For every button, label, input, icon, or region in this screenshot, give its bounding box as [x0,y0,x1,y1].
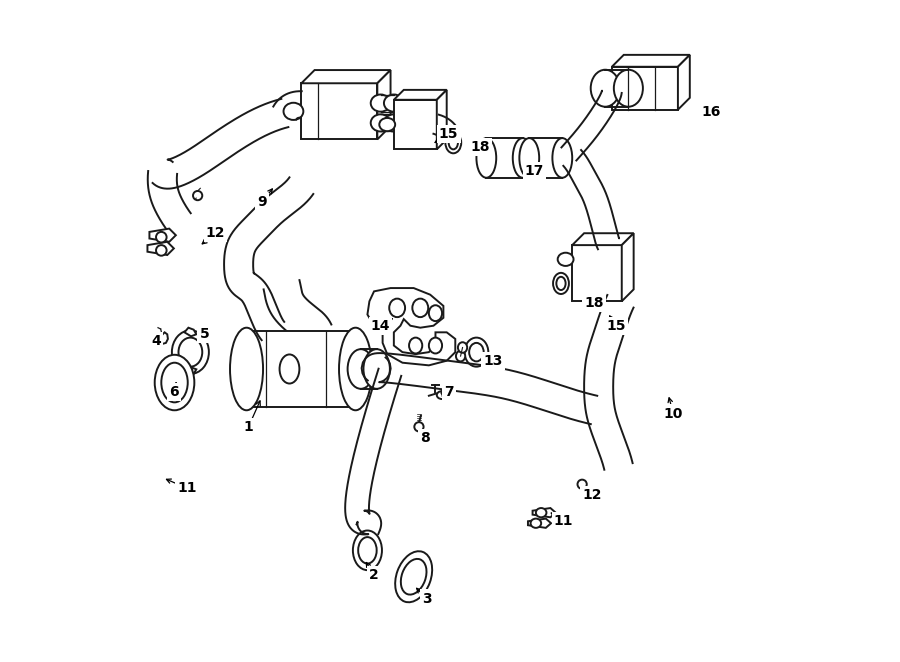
Ellipse shape [347,349,374,389]
Polygon shape [394,100,436,150]
Ellipse shape [513,138,533,177]
Text: 6: 6 [169,385,179,399]
Ellipse shape [553,138,572,177]
Ellipse shape [456,351,465,361]
Ellipse shape [614,70,643,107]
Ellipse shape [476,138,496,177]
Polygon shape [184,328,196,336]
Ellipse shape [364,349,390,389]
Text: 18: 18 [584,297,604,310]
Text: 18: 18 [470,140,490,154]
Ellipse shape [389,299,405,317]
Ellipse shape [590,70,620,107]
Ellipse shape [449,136,458,150]
Text: 9: 9 [256,195,266,209]
Text: 1: 1 [244,420,254,434]
Ellipse shape [280,354,300,383]
Ellipse shape [156,245,166,256]
Polygon shape [247,331,356,407]
Text: 12: 12 [582,488,602,502]
Ellipse shape [284,103,303,120]
Ellipse shape [230,328,263,410]
Text: 3: 3 [422,592,432,606]
Ellipse shape [409,338,422,354]
Ellipse shape [172,330,209,374]
Text: 11: 11 [177,481,197,495]
Ellipse shape [400,559,427,594]
Text: 10: 10 [663,406,683,420]
Polygon shape [302,70,391,83]
Polygon shape [572,245,622,301]
Text: 11: 11 [554,514,573,528]
Text: 5: 5 [200,327,209,342]
Ellipse shape [464,338,489,367]
Polygon shape [612,67,678,110]
Ellipse shape [156,232,166,242]
Ellipse shape [556,277,565,290]
Ellipse shape [178,338,202,367]
Ellipse shape [155,355,194,410]
Text: 2: 2 [369,569,379,583]
Polygon shape [528,518,551,528]
Ellipse shape [446,132,461,154]
Ellipse shape [193,191,202,200]
Ellipse shape [469,343,483,361]
Ellipse shape [339,328,372,410]
Ellipse shape [578,480,587,489]
Ellipse shape [371,95,391,112]
Text: 7: 7 [444,385,454,399]
Polygon shape [184,367,196,375]
Ellipse shape [554,273,569,294]
Polygon shape [394,90,446,100]
Ellipse shape [353,530,382,570]
Text: 17: 17 [525,164,544,178]
Polygon shape [622,233,634,301]
Polygon shape [678,55,689,110]
Ellipse shape [395,551,432,602]
Ellipse shape [458,342,467,353]
Ellipse shape [531,518,541,528]
Polygon shape [436,90,446,150]
Ellipse shape [536,508,546,517]
Polygon shape [572,233,634,245]
Text: 14: 14 [371,318,391,333]
Polygon shape [159,332,168,344]
Ellipse shape [412,299,428,317]
Ellipse shape [558,253,573,266]
Text: 16: 16 [701,105,721,118]
Text: 8: 8 [420,431,430,445]
Ellipse shape [441,389,452,397]
Ellipse shape [414,422,424,432]
Ellipse shape [371,115,391,132]
Polygon shape [612,55,689,67]
Text: 13: 13 [483,354,502,367]
Ellipse shape [161,363,188,402]
Ellipse shape [429,338,442,354]
Ellipse shape [519,138,539,177]
Text: 15: 15 [607,318,626,333]
Text: 15: 15 [439,127,458,141]
Ellipse shape [379,118,395,131]
Text: 12: 12 [206,226,225,240]
Ellipse shape [436,391,447,399]
Polygon shape [367,288,455,365]
Ellipse shape [429,305,442,321]
Text: 4: 4 [151,334,161,348]
Polygon shape [148,242,174,255]
Polygon shape [377,70,391,140]
Polygon shape [149,228,176,242]
Polygon shape [533,508,555,517]
Ellipse shape [384,115,404,132]
Ellipse shape [358,537,377,563]
Polygon shape [302,83,377,140]
Ellipse shape [384,95,404,112]
